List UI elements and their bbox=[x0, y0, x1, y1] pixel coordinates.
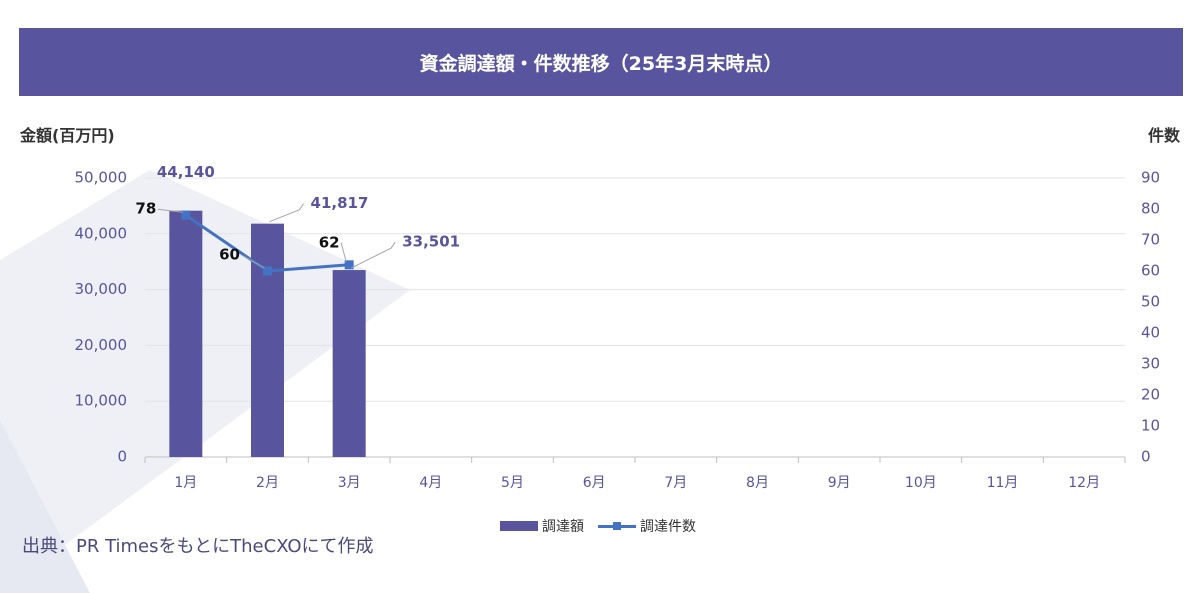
y-right-tick-label: 10 bbox=[1141, 417, 1160, 435]
y-right-tick-label: 50 bbox=[1141, 293, 1160, 311]
x-tick-label: 7月 bbox=[664, 475, 687, 491]
line-label-leader bbox=[157, 208, 183, 213]
line-data-label: 60 bbox=[219, 246, 240, 264]
bar-data-label: 33,501 bbox=[402, 233, 460, 251]
bar bbox=[332, 270, 366, 457]
y-left-tick-label: 10,000 bbox=[75, 392, 128, 410]
line-data-label: 78 bbox=[135, 200, 156, 218]
x-tick-label: 6月 bbox=[583, 475, 606, 491]
y-right-tick-label: 90 bbox=[1141, 169, 1160, 187]
y-left-tick-label: 0 bbox=[117, 448, 127, 466]
y-left-tick-label: 40,000 bbox=[75, 224, 128, 242]
left-axis-title: 金額(百万円) bbox=[20, 126, 115, 145]
y-left-tick-label: 20,000 bbox=[75, 336, 128, 354]
y-right-tick-label: 60 bbox=[1141, 262, 1160, 280]
bar-label-leader bbox=[350, 241, 396, 269]
bar-data-label: 41,817 bbox=[311, 194, 369, 212]
line-label-leader bbox=[340, 242, 347, 262]
x-tick-label: 8月 bbox=[746, 475, 769, 491]
x-tick-label: 3月 bbox=[338, 475, 361, 491]
line-label-leader bbox=[241, 254, 265, 269]
x-tick-label: 9月 bbox=[828, 475, 851, 491]
line-marker bbox=[263, 266, 272, 276]
x-tick-label: 12月 bbox=[1068, 475, 1100, 491]
line-data-label: 62 bbox=[319, 233, 340, 251]
x-tick-label: 4月 bbox=[419, 475, 442, 491]
legend-item-bar: 調達額 bbox=[500, 516, 584, 536]
x-tick-label: 1月 bbox=[174, 475, 197, 491]
y-left-tick-label: 50,000 bbox=[75, 169, 128, 187]
y-right-tick-label: 40 bbox=[1141, 324, 1160, 342]
bar-data-label: 44,140 bbox=[157, 163, 215, 181]
legend-line-label: 調達件数 bbox=[640, 519, 696, 535]
x-tick-label: 2月 bbox=[256, 475, 279, 491]
y-left-tick-label: 30,000 bbox=[75, 280, 128, 298]
x-tick-label: 10月 bbox=[905, 475, 937, 491]
line-marker bbox=[181, 210, 191, 220]
legend-bar-swatch bbox=[500, 521, 538, 531]
legend-line-swatch bbox=[598, 521, 636, 531]
y-right-tick-label: 20 bbox=[1141, 386, 1160, 404]
bar-label-leader bbox=[269, 203, 304, 223]
y-right-tick-label: 0 bbox=[1141, 448, 1151, 466]
source-note: 出典：PR TimesをもとにTheCXOにて作成 bbox=[22, 536, 374, 557]
legend: 調達額 調達件数 bbox=[500, 516, 696, 536]
x-tick-label: 5月 bbox=[501, 475, 524, 491]
legend-item-line: 調達件数 bbox=[598, 516, 696, 536]
y-right-tick-label: 80 bbox=[1141, 200, 1160, 218]
bar bbox=[251, 223, 284, 457]
legend-bar-label: 調達額 bbox=[542, 519, 584, 535]
bar bbox=[169, 210, 203, 457]
y-right-tick-label: 30 bbox=[1141, 355, 1160, 373]
y-right-tick-label: 70 bbox=[1141, 231, 1160, 249]
right-axis-title: 件数 bbox=[1147, 126, 1180, 145]
chart-title: 資金調達額・件数推移（25年3月末時点） bbox=[19, 28, 1183, 96]
x-tick-label: 11月 bbox=[987, 475, 1019, 491]
line-marker bbox=[344, 260, 354, 270]
